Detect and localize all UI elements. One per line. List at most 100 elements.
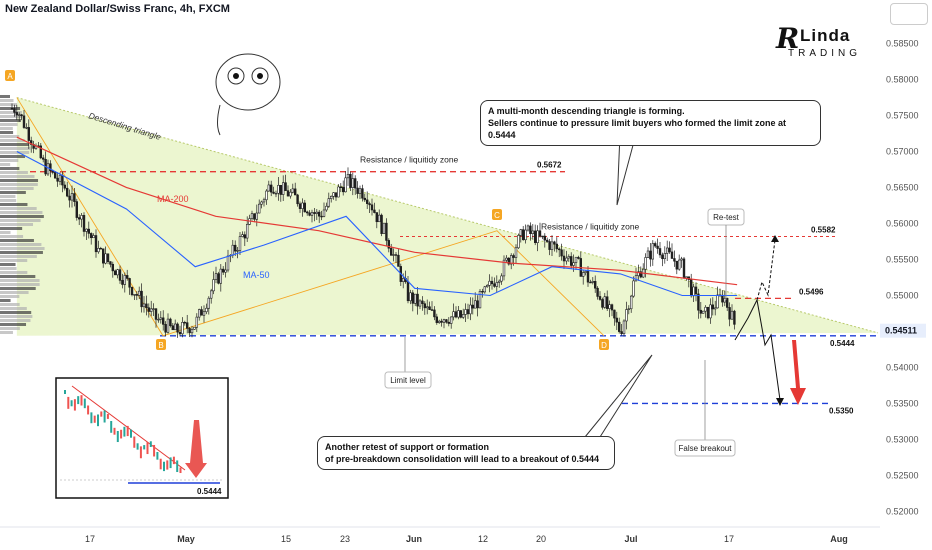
candle-body [673,258,676,262]
volume-profile-bar [0,163,11,166]
candle-body [176,323,179,333]
candle-body [145,303,148,309]
top-right-box[interactable] [890,3,928,25]
candle-body [608,304,611,309]
candle-body [471,304,474,309]
candle-body [421,300,424,305]
candle-body [329,195,333,199]
y-tick-label: 0.53000 [886,434,919,444]
candle-body [313,212,316,214]
candle-body [147,307,150,312]
candle-body [61,174,64,186]
alternate-projection-path [756,239,776,301]
candle-body [10,108,14,110]
candle-body [58,174,62,182]
candle-body [356,187,359,194]
candle-body [505,257,508,261]
candle-body [548,241,551,250]
limit-level-box [384,371,432,389]
candle-body [286,190,290,197]
inset-candle [116,430,119,443]
volume-profile-bar [0,183,38,186]
candle-body [135,294,138,296]
volume-profile-bar [0,219,41,222]
volume-profile-bar [0,175,35,178]
candle-body [584,271,587,273]
inset-candle [156,452,159,460]
candle-body [387,240,390,249]
candle-body [365,199,369,204]
candle-body [668,247,671,253]
candle-body [236,250,239,252]
candle-body [502,259,506,277]
abcd-pattern-line [16,97,605,337]
volume-profile-bar [0,147,31,150]
inset-candle [70,400,73,407]
candle-body [269,184,273,193]
limit-level-label: Limit level [390,376,426,385]
candle-body [389,247,393,256]
candle-body [13,108,16,113]
ma200-label: MA-200 [157,194,189,204]
candle-body [699,309,703,314]
candle-body [493,283,496,287]
candle-body [490,280,494,285]
pattern-point-marker [599,339,609,350]
volume-profile-bar [0,231,11,234]
candle-body [442,319,446,323]
candle-body [413,293,417,304]
inset-candle [73,399,76,411]
inset-candle [106,414,109,419]
ma50-line [16,151,738,297]
candle-body [202,311,206,316]
inset-candle [77,396,80,405]
volume-profile-bar [0,199,17,202]
level-label-0.5350: 0.5350 [829,406,854,415]
candle-body [301,202,304,209]
candle-body [272,191,275,194]
candle-body [459,310,462,318]
candle-body [130,286,134,296]
candle-body [63,184,67,189]
volume-profile-bar [0,211,43,214]
candle-body [341,187,345,193]
volume-profile-bar [0,167,20,170]
candle-body [56,177,59,182]
x-tick-label: 15 [281,534,291,544]
candle-body [154,308,158,320]
x-tick-label: Jul [624,534,637,544]
candle-body [553,241,556,245]
candle-body [164,324,167,333]
candle-body [78,217,81,220]
logo-name: Linda [800,26,851,45]
candle-body [560,249,563,257]
candle-body [670,251,674,259]
inset-candle [110,421,113,433]
candle-body [75,201,79,218]
logo-mark: R [776,22,800,55]
candle-body [298,203,302,209]
volume-profile-bar [0,191,26,194]
candle-body [464,309,467,315]
candle-body [418,300,422,307]
inset-candle [103,410,106,423]
candle-body [188,328,191,334]
candle-body [241,234,244,237]
candle-body [680,258,683,261]
candle-body [711,304,715,310]
candle-body [315,211,318,214]
volume-profile-bar [0,279,40,282]
projection-path [734,298,781,401]
candle-body [651,243,655,260]
candle-body [231,244,234,256]
y-tick-label: 0.56500 [886,183,919,193]
y-tick-label: 0.58500 [886,39,919,49]
inset-candle [126,425,129,437]
candle-body [207,297,210,309]
retest-callout-tail [584,354,653,438]
candle-body [250,213,254,219]
candle-body [392,254,395,256]
candle-body [190,329,194,334]
candle-body [296,194,299,205]
